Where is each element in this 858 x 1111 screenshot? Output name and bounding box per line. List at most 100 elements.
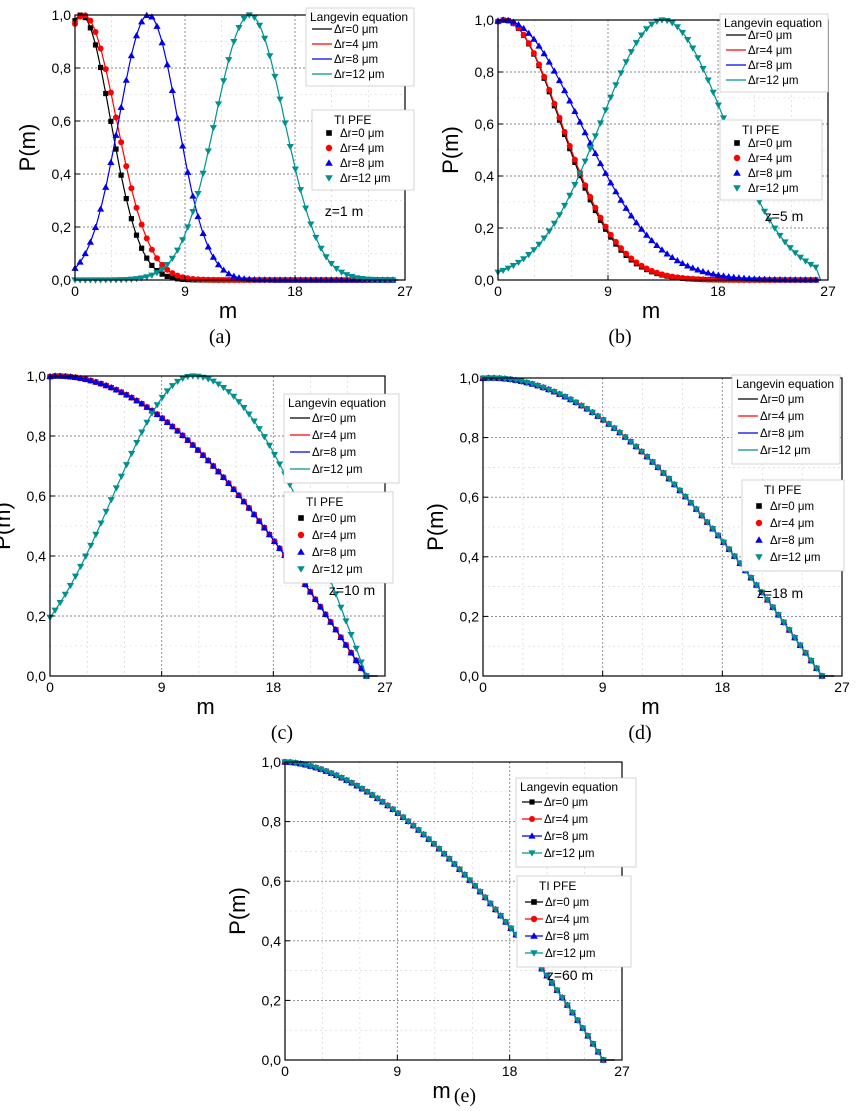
data-point-d xyxy=(687,500,695,507)
data-point-b xyxy=(678,259,687,267)
data-point-a xyxy=(220,78,228,85)
data-point-b xyxy=(643,26,651,33)
data-point-a xyxy=(143,235,150,242)
x-tick-label-d: 9 xyxy=(599,679,607,695)
legend-label-b: Δr=4 μm xyxy=(748,153,792,165)
data-point-b xyxy=(541,73,548,80)
data-point-c xyxy=(77,374,85,381)
data-point-b xyxy=(673,24,681,31)
legend-label-a: Δr=12 μm xyxy=(340,173,390,185)
data-point-d xyxy=(588,409,596,417)
data-point-a xyxy=(148,246,155,253)
y-tick-label-c: 0,8 xyxy=(27,428,47,444)
data-point-d xyxy=(714,532,722,540)
data-point-b xyxy=(627,212,635,219)
data-point-a xyxy=(87,25,93,31)
legend-marker-c xyxy=(297,531,305,539)
legend-label-e: Δr=0 μm xyxy=(545,897,589,909)
legend-label-e: Δr=8 μm xyxy=(545,931,589,943)
legend-label-d: Δr=8 μm xyxy=(760,428,804,440)
data-point-c xyxy=(87,376,95,384)
y-tick-label-a: 0,8 xyxy=(52,60,72,76)
data-point-b xyxy=(520,24,528,32)
data-point-c xyxy=(153,410,161,417)
data-point-c xyxy=(138,429,146,436)
data-point-c xyxy=(327,618,335,625)
data-point-e xyxy=(574,1017,582,1024)
y-tick-label-a: 0,2 xyxy=(52,219,72,235)
data-point-b xyxy=(664,272,671,279)
legend-marker-c xyxy=(297,566,305,573)
data-point-d xyxy=(676,487,684,495)
data-point-c xyxy=(117,388,126,395)
data-point-b xyxy=(628,255,635,262)
data-point-e xyxy=(332,772,340,780)
data-point-a xyxy=(189,275,196,282)
data-point-a xyxy=(179,237,187,244)
data-point-a xyxy=(148,13,156,20)
y-tick-label-a: 0,0 xyxy=(52,272,72,288)
data-point-c xyxy=(260,434,268,441)
data-point-a xyxy=(158,39,166,46)
data-point-d xyxy=(709,526,717,533)
y-axis-label-d: P(m) xyxy=(423,503,448,551)
panel-b: 0 9 18 27 0,0 0,2 0,4 0,6 0,8 1,0 m P(m) Langevin eq… xyxy=(430,0,858,355)
y-tick-label-b: 0,0 xyxy=(475,272,495,288)
data-point-a xyxy=(118,172,124,178)
data-point-a xyxy=(117,103,125,110)
data-point-d xyxy=(659,470,668,477)
x-tick-label-c: 27 xyxy=(377,679,393,695)
data-point-a xyxy=(204,243,212,250)
y-tick-label-b: 0,2 xyxy=(475,220,495,236)
data-point-a xyxy=(112,131,120,138)
data-point-a xyxy=(148,272,156,279)
data-point-b xyxy=(689,275,696,282)
data-point-a xyxy=(220,266,228,273)
data-point-d xyxy=(643,454,651,461)
data-point-e xyxy=(584,1033,592,1040)
data-point-b xyxy=(545,228,553,235)
data-point-b xyxy=(587,193,594,200)
y-tick-label-e: 0,6 xyxy=(262,873,282,889)
data-point-e xyxy=(399,814,407,821)
legend-box-e xyxy=(515,777,637,868)
data-point-d xyxy=(665,476,673,483)
data-point-b xyxy=(694,276,701,283)
legend-marker-d xyxy=(755,554,763,561)
legend-label-d: Δr=12 μm xyxy=(770,552,820,564)
legend-marker-b xyxy=(733,185,741,192)
data-point-c xyxy=(214,468,223,475)
data-point-a xyxy=(173,247,182,254)
data-point-c xyxy=(301,580,309,588)
z-annotation-e: z=60 m xyxy=(547,967,593,983)
data-point-c xyxy=(276,461,284,468)
data-point-c xyxy=(163,388,171,395)
data-point-c xyxy=(56,599,64,607)
legend-e: Langevin equation Δr=0 μm Δr=4 μm Δr=8 μm Δr… xyxy=(515,777,637,968)
data-point-e xyxy=(414,827,423,834)
data-point-d xyxy=(545,386,553,394)
legend-marker-b xyxy=(734,140,740,146)
data-point-c xyxy=(255,426,263,433)
data-point-b xyxy=(669,273,676,280)
data-point-a xyxy=(225,270,233,277)
y-tick-label-d: 0,6 xyxy=(460,489,480,505)
data-point-a xyxy=(174,272,181,279)
y-tick-label-c: 0,6 xyxy=(27,488,47,504)
legend-title-tipfe-d: TI PFE xyxy=(764,483,801,497)
data-point-b xyxy=(509,262,517,270)
panel-d: 0 9 18 27 0,0 0,2 0,4 0,6 0,8 1,0 m P(m) Langevin eq… xyxy=(420,360,858,755)
y-axis-label-b: P(m) xyxy=(438,126,463,174)
data-point-c xyxy=(66,582,75,590)
data-point-e xyxy=(286,759,294,766)
data-point-b xyxy=(658,246,666,253)
legend-label-c: Δr=4 μm xyxy=(312,530,356,542)
data-point-a xyxy=(199,229,207,237)
data-point-d xyxy=(780,619,788,626)
x-axis-label-a: m xyxy=(219,298,237,323)
series-d-3 xyxy=(479,375,834,680)
data-point-c xyxy=(225,479,233,486)
data-point-b xyxy=(709,89,717,96)
data-point-b xyxy=(602,107,610,114)
data-point-c xyxy=(158,394,166,402)
